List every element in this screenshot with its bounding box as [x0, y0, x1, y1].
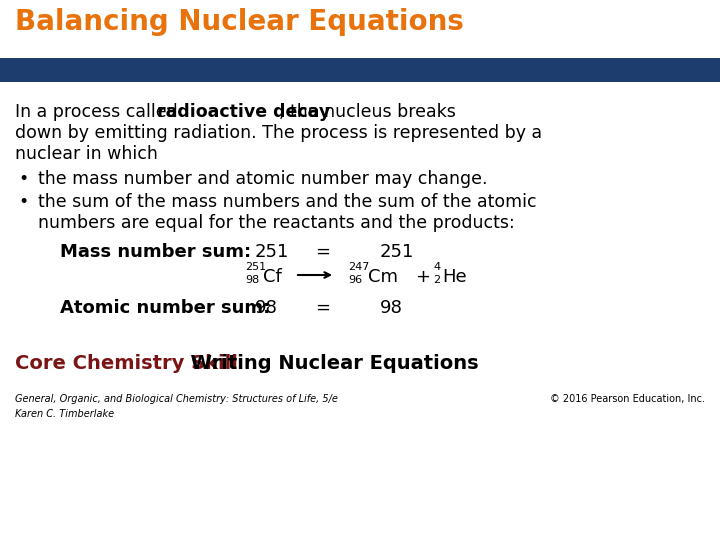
Text: 98: 98: [380, 299, 403, 317]
Text: down by emitting radiation. The process is represented by a: down by emitting radiation. The process …: [15, 124, 542, 142]
Text: Writing Nuclear Equations: Writing Nuclear Equations: [177, 354, 479, 373]
Text: 98: 98: [255, 299, 278, 317]
Text: In a process called: In a process called: [15, 103, 184, 121]
Text: 251: 251: [255, 243, 289, 261]
Text: 251: 251: [380, 243, 415, 261]
Text: Atomic number sum:: Atomic number sum:: [60, 299, 270, 317]
Text: Core Chemistry Skill: Core Chemistry Skill: [15, 354, 238, 373]
Text: radioactive decay: radioactive decay: [157, 103, 330, 121]
Text: Mass number sum:: Mass number sum:: [60, 243, 251, 261]
Text: 2: 2: [433, 275, 440, 285]
Text: the sum of the mass numbers and the sum of the atomic: the sum of the mass numbers and the sum …: [38, 193, 536, 211]
Text: the mass number and atomic number may change.: the mass number and atomic number may ch…: [38, 170, 487, 188]
Bar: [0, 58, 720, 82]
Text: 247: 247: [348, 262, 369, 272]
Text: , the nucleus breaks: , the nucleus breaks: [279, 103, 456, 121]
Text: •: •: [18, 170, 28, 188]
Text: +: +: [415, 268, 430, 286]
Text: numbers are equal for the reactants and the products:: numbers are equal for the reactants and …: [38, 214, 515, 232]
Text: =: =: [315, 299, 330, 317]
Text: Cf: Cf: [263, 268, 282, 286]
Text: 4: 4: [433, 262, 440, 272]
Text: nuclear in which: nuclear in which: [15, 145, 158, 163]
Text: •: •: [18, 193, 28, 211]
Text: Balancing Nuclear Equations: Balancing Nuclear Equations: [15, 8, 464, 36]
Text: =: =: [315, 243, 330, 261]
Text: 98: 98: [245, 275, 259, 285]
Text: He: He: [442, 268, 467, 286]
Text: 96: 96: [348, 275, 362, 285]
Text: Cm: Cm: [368, 268, 398, 286]
Text: © 2016 Pearson Education, Inc.: © 2016 Pearson Education, Inc.: [550, 394, 705, 404]
Text: General, Organic, and Biological Chemistry: Structures of Life, 5/e
Karen C. Tim: General, Organic, and Biological Chemist…: [15, 394, 338, 419]
Text: 251: 251: [245, 262, 266, 272]
